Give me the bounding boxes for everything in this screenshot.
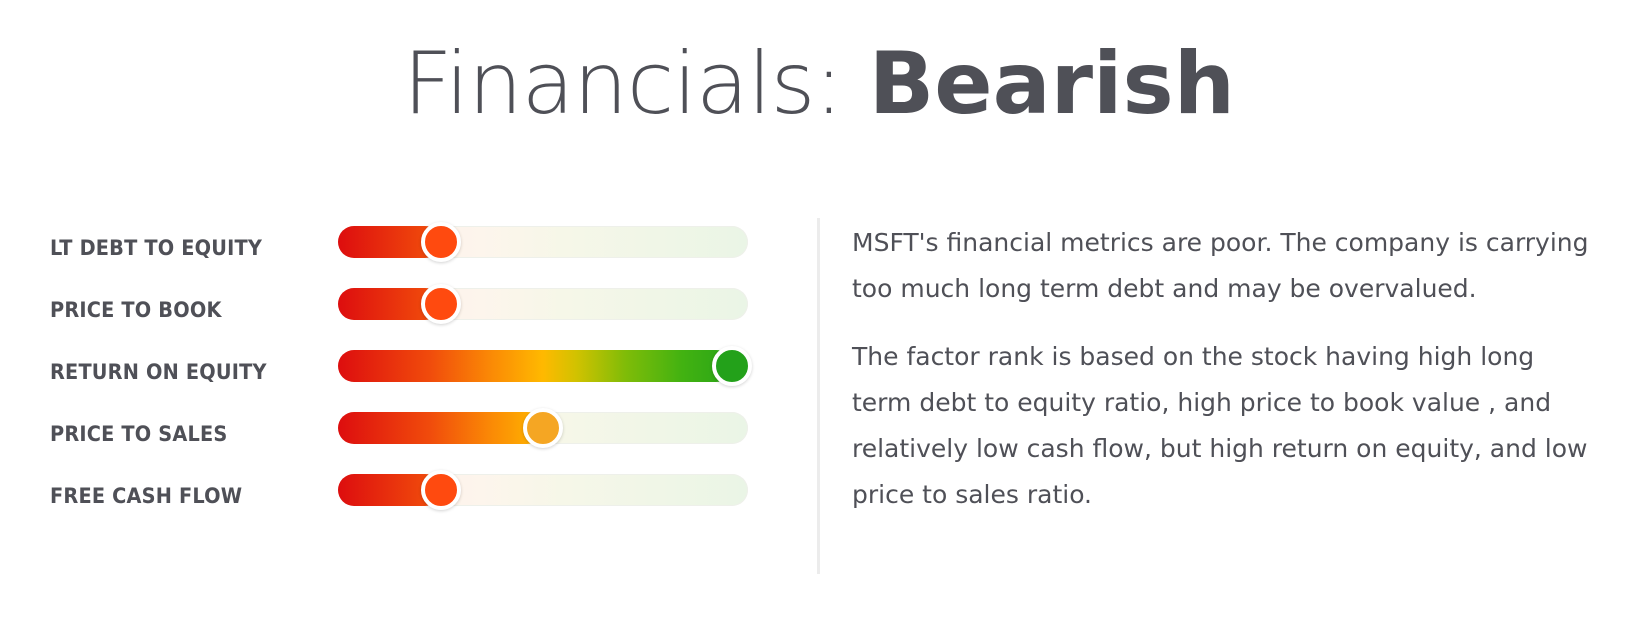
metric-label: LT DEBT TO EQUITY [50, 236, 263, 260]
metric-bar-knob [421, 470, 461, 510]
column-divider [817, 218, 820, 574]
metric-bar-fill [338, 412, 543, 444]
metric-row: LT DEBT TO EQUITY [50, 222, 760, 284]
metric-label: PRICE TO BOOK [50, 298, 222, 322]
metric-bar [338, 284, 748, 324]
metric-bar [338, 408, 748, 448]
metric-label: RETURN ON EQUITY [50, 360, 267, 384]
metric-bar [338, 222, 748, 262]
page-title: Financials: Bearish [0, 34, 1638, 134]
metric-bar-knob [421, 222, 461, 262]
summary-paragraph: MSFT's financial metrics are poor. The c… [852, 228, 1589, 303]
metrics-list: LT DEBT TO EQUITY PRICE TO BOOK RETURN O… [50, 222, 760, 532]
metric-label: PRICE TO SALES [50, 422, 228, 446]
metric-bar [338, 346, 752, 386]
metric-bar-fill [338, 350, 732, 382]
summary-paragraph: The factor rank is based on the stock ha… [852, 342, 1588, 509]
summary-text: MSFT's financial metrics are poor. The c… [852, 220, 1592, 540]
metric-bar-knob [421, 284, 461, 324]
metric-bar-knob [712, 346, 752, 386]
metric-row: RETURN ON EQUITY [50, 346, 760, 408]
metric-row: PRICE TO SALES [50, 408, 760, 470]
metric-row: PRICE TO BOOK [50, 284, 760, 346]
metric-row: FREE CASH FLOW [50, 470, 760, 532]
metric-bar-knob [523, 408, 563, 448]
metric-bar [338, 470, 748, 510]
title-prefix: Financials: [403, 34, 869, 134]
metric-label: FREE CASH FLOW [50, 484, 243, 508]
title-verdict: Bearish [868, 34, 1235, 134]
